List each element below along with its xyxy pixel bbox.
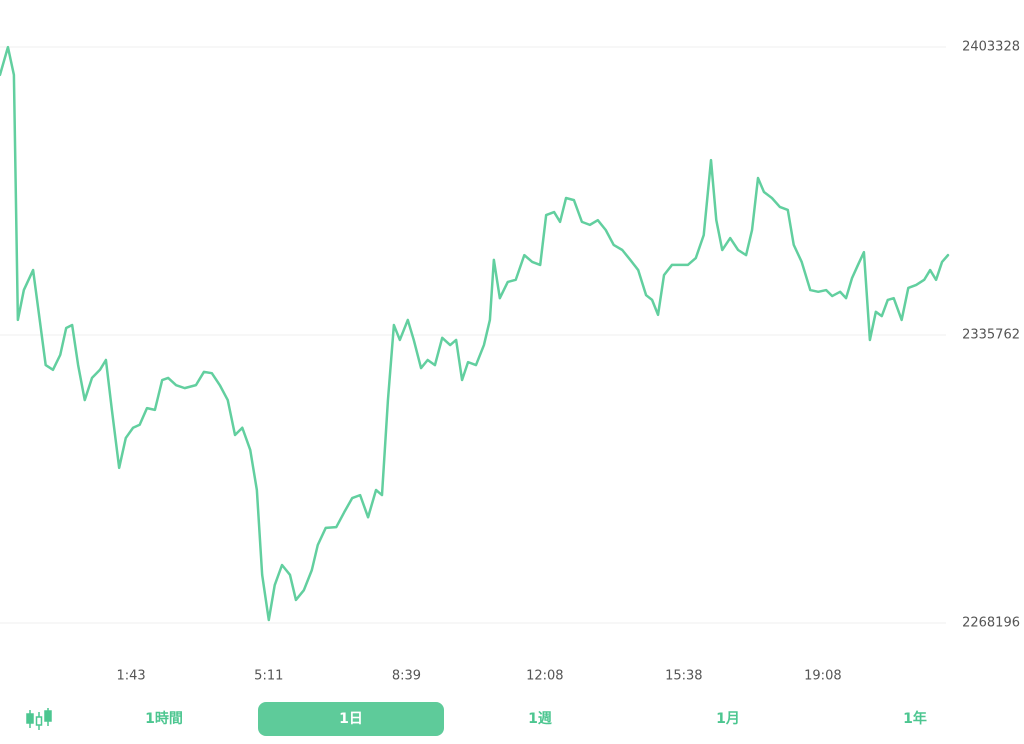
y-tick-label: 2335762 <box>962 328 1020 343</box>
x-tick-label: 12:08 <box>526 669 563 684</box>
x-tick-label: 15:38 <box>665 669 702 684</box>
tab[interactable]: 1日 <box>258 702 444 736</box>
tab[interactable]: 1週 <box>528 711 552 727</box>
tab[interactable]: 1年 <box>903 711 927 727</box>
x-tick-label: 8:39 <box>392 669 421 684</box>
timeframe-tabs: 1時間 1日 1週 1月 1年 <box>80 700 1024 738</box>
y-tick-label: 2268196 <box>962 616 1020 631</box>
x-tick-label: 1:43 <box>116 669 145 684</box>
price-line <box>0 45 950 622</box>
candlestick-icon[interactable] <box>24 706 54 732</box>
tab[interactable]: 1月 <box>716 711 740 727</box>
tab[interactable]: 1時間 <box>145 711 183 727</box>
x-tick-label: 5:11 <box>254 669 283 684</box>
x-tick-label: 19:08 <box>804 669 841 684</box>
chart: 2268196 2335762 2403328 1:43 5:11 8:39 12:08 15… <box>0 40 1020 684</box>
y-tick-label: 2403328 <box>962 40 1020 55</box>
